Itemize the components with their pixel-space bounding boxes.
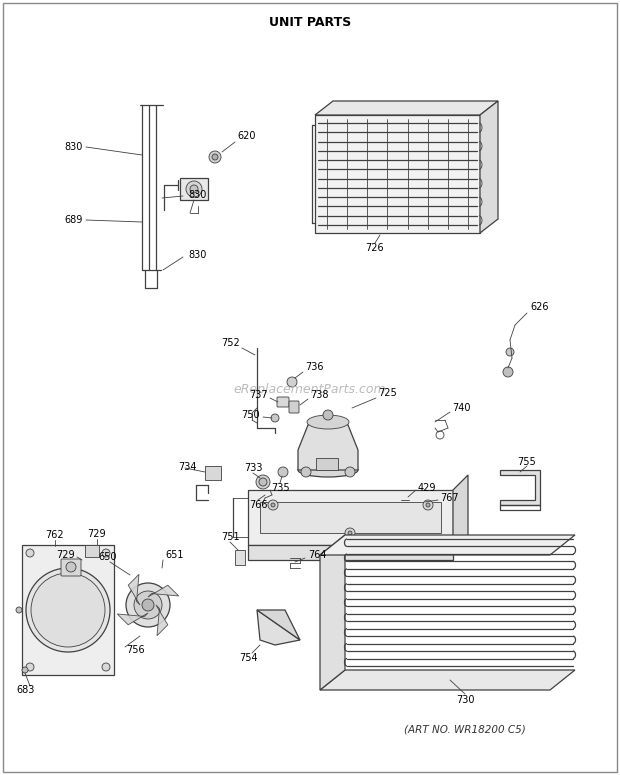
Circle shape — [323, 410, 333, 420]
Circle shape — [126, 583, 170, 627]
Text: 735: 735 — [271, 483, 290, 493]
Text: 729: 729 — [56, 550, 75, 560]
Circle shape — [278, 467, 288, 477]
FancyBboxPatch shape — [316, 458, 338, 470]
Text: 754: 754 — [239, 653, 257, 663]
Text: 764: 764 — [308, 550, 327, 560]
Text: 750: 750 — [241, 410, 260, 420]
Circle shape — [102, 663, 110, 671]
Polygon shape — [320, 535, 345, 690]
Text: 651: 651 — [165, 550, 184, 560]
Text: 725: 725 — [378, 388, 397, 398]
Text: eReplacementParts.com: eReplacementParts.com — [234, 384, 386, 397]
Polygon shape — [315, 115, 480, 233]
Circle shape — [348, 531, 352, 535]
Circle shape — [419, 502, 425, 508]
Text: 767: 767 — [440, 493, 459, 503]
Text: 689: 689 — [64, 215, 83, 225]
Text: 766: 766 — [249, 500, 267, 510]
Circle shape — [16, 607, 22, 613]
Circle shape — [26, 549, 34, 557]
Text: 752: 752 — [221, 338, 240, 348]
Circle shape — [31, 573, 105, 647]
Text: (ART NO. WR18200 C5): (ART NO. WR18200 C5) — [404, 725, 526, 735]
Circle shape — [256, 475, 270, 489]
Circle shape — [401, 496, 409, 504]
Polygon shape — [480, 101, 498, 233]
Circle shape — [26, 663, 34, 671]
Polygon shape — [156, 605, 168, 635]
Polygon shape — [453, 475, 468, 545]
Circle shape — [102, 549, 110, 557]
Ellipse shape — [307, 415, 349, 429]
Circle shape — [26, 568, 110, 652]
Text: 830: 830 — [188, 190, 206, 200]
Text: 650: 650 — [99, 552, 117, 562]
Circle shape — [186, 181, 202, 197]
Text: 830: 830 — [188, 250, 206, 260]
Circle shape — [301, 467, 311, 477]
Circle shape — [66, 562, 76, 572]
Text: 738: 738 — [310, 390, 329, 400]
Text: 751: 751 — [221, 532, 239, 542]
Polygon shape — [248, 545, 453, 560]
Circle shape — [506, 348, 514, 356]
Polygon shape — [500, 470, 540, 505]
Circle shape — [271, 414, 279, 422]
Circle shape — [22, 667, 28, 673]
FancyBboxPatch shape — [205, 466, 221, 480]
FancyBboxPatch shape — [260, 502, 441, 533]
FancyBboxPatch shape — [289, 401, 299, 413]
Circle shape — [259, 478, 267, 486]
Text: 730: 730 — [456, 695, 474, 705]
Polygon shape — [315, 101, 498, 115]
Text: 733: 733 — [244, 463, 262, 473]
Circle shape — [268, 500, 278, 510]
Circle shape — [287, 377, 297, 387]
Polygon shape — [257, 610, 300, 645]
Text: UNIT PARTS: UNIT PARTS — [269, 16, 351, 29]
Polygon shape — [117, 613, 148, 625]
Text: 830: 830 — [64, 142, 83, 152]
Circle shape — [212, 154, 218, 160]
Polygon shape — [320, 670, 575, 690]
Circle shape — [142, 599, 154, 611]
Text: 740: 740 — [452, 403, 471, 413]
FancyBboxPatch shape — [180, 178, 208, 200]
Text: 620: 620 — [237, 131, 256, 141]
Circle shape — [134, 591, 162, 619]
Ellipse shape — [298, 463, 358, 477]
Polygon shape — [298, 415, 358, 470]
Text: 736: 736 — [305, 362, 324, 372]
Polygon shape — [320, 535, 575, 555]
Circle shape — [426, 503, 430, 507]
FancyBboxPatch shape — [85, 545, 99, 557]
Circle shape — [345, 467, 355, 477]
Circle shape — [423, 500, 433, 510]
Polygon shape — [257, 610, 300, 640]
Text: 729: 729 — [87, 529, 106, 539]
Circle shape — [271, 503, 275, 507]
Text: 737: 737 — [249, 390, 268, 400]
Circle shape — [209, 151, 221, 163]
Text: 755: 755 — [518, 457, 536, 467]
Text: 734: 734 — [178, 462, 197, 472]
FancyBboxPatch shape — [61, 559, 81, 576]
Circle shape — [503, 367, 513, 377]
Text: 726: 726 — [366, 243, 384, 253]
Text: 683: 683 — [17, 685, 35, 695]
Polygon shape — [148, 585, 179, 597]
FancyBboxPatch shape — [22, 545, 114, 675]
FancyBboxPatch shape — [235, 550, 245, 565]
Text: 626: 626 — [530, 302, 549, 312]
Polygon shape — [248, 490, 453, 545]
Circle shape — [190, 185, 198, 193]
Polygon shape — [128, 574, 140, 605]
Text: 429: 429 — [418, 483, 436, 493]
FancyBboxPatch shape — [277, 397, 289, 407]
Text: 762: 762 — [46, 530, 64, 540]
Circle shape — [345, 528, 355, 538]
Text: 756: 756 — [126, 645, 144, 655]
